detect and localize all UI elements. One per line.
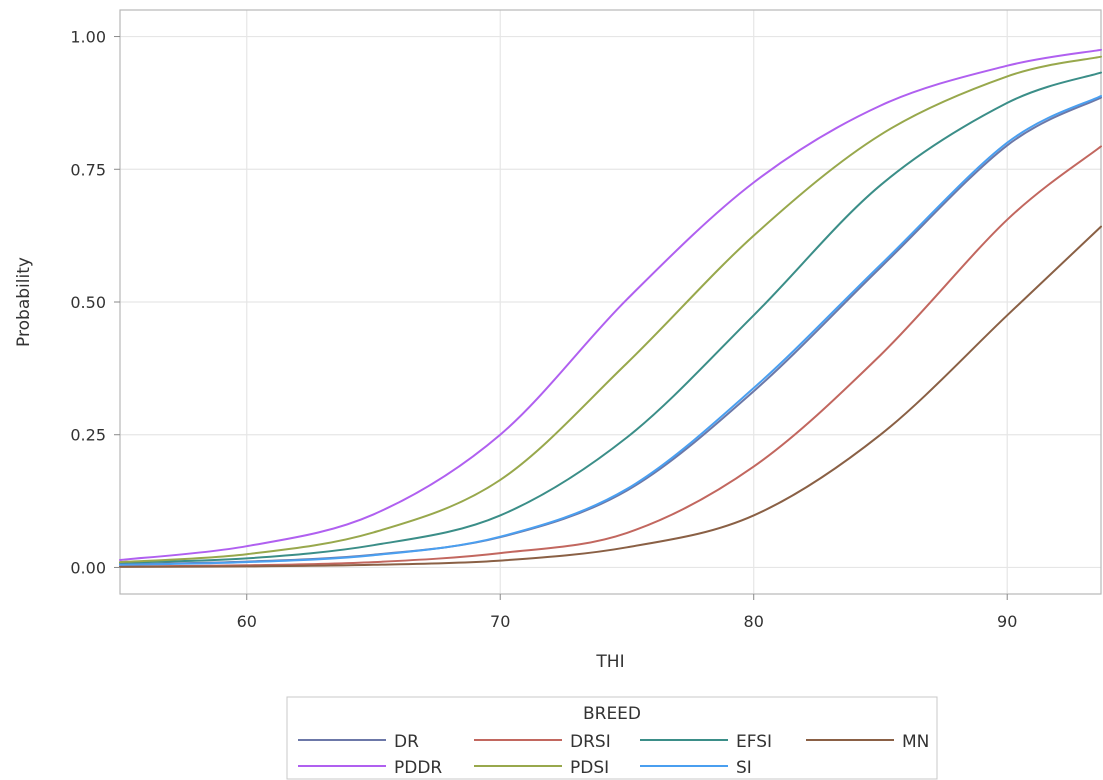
- legend-item-efsi: EFSI: [640, 732, 772, 752]
- legend-item-mn: MN: [806, 732, 929, 752]
- x-tick-label: 80: [744, 612, 764, 631]
- legend-item-drsi: DRSI: [474, 732, 611, 752]
- legend-items: DR DRSI EFSI MN PDDR PDSI SI: [298, 732, 929, 778]
- series-line-si: [119, 95, 1102, 566]
- legend-label: PDDR: [394, 758, 442, 778]
- legend-label: PDSI: [570, 758, 609, 778]
- x-axis-title: THI: [595, 652, 624, 672]
- x-tick-label: 70: [490, 612, 510, 631]
- legend-title: BREED: [583, 704, 641, 724]
- legend-item-dr: DR: [298, 732, 419, 752]
- series-line-efsi: [119, 71, 1102, 564]
- legend-item-si: SI: [640, 758, 752, 778]
- y-tick-label: 0.25: [70, 426, 106, 445]
- series-line-drsi: [119, 145, 1102, 568]
- series-line-pdsi: [119, 55, 1102, 564]
- y-tick-label: 0.50: [70, 293, 106, 312]
- y-tick-label: 0.00: [70, 558, 106, 577]
- x-tick-label: 60: [237, 612, 257, 631]
- legend-frame: [286, 696, 938, 780]
- grid: [120, 10, 1101, 594]
- legend-item-pddr: PDDR: [298, 758, 442, 778]
- x-tick-label: 90: [997, 612, 1017, 631]
- legend-label: SI: [736, 758, 752, 778]
- legend-label: MN: [902, 732, 929, 752]
- series-line-mn: [119, 225, 1102, 568]
- legend-label: DRSI: [570, 732, 611, 752]
- legend-label: DR: [394, 732, 419, 752]
- y-axis-title: Probability: [14, 257, 34, 347]
- series-layer: [119, 48, 1102, 568]
- y-tick-label: 1.00: [70, 28, 106, 47]
- legend-item-pdsi: PDSI: [474, 758, 609, 778]
- legend: BREED DR DRSI EFSI MN PDDR PDSI SI: [286, 696, 938, 780]
- tick-labels: 60 70 80 90 0.00 0.25 0.50 0.75 1.00: [70, 28, 1017, 631]
- series-line-pddr: [119, 48, 1102, 561]
- series-line-dr: [119, 96, 1102, 566]
- legend-label: EFSI: [736, 732, 772, 752]
- y-tick-label: 0.75: [70, 160, 106, 179]
